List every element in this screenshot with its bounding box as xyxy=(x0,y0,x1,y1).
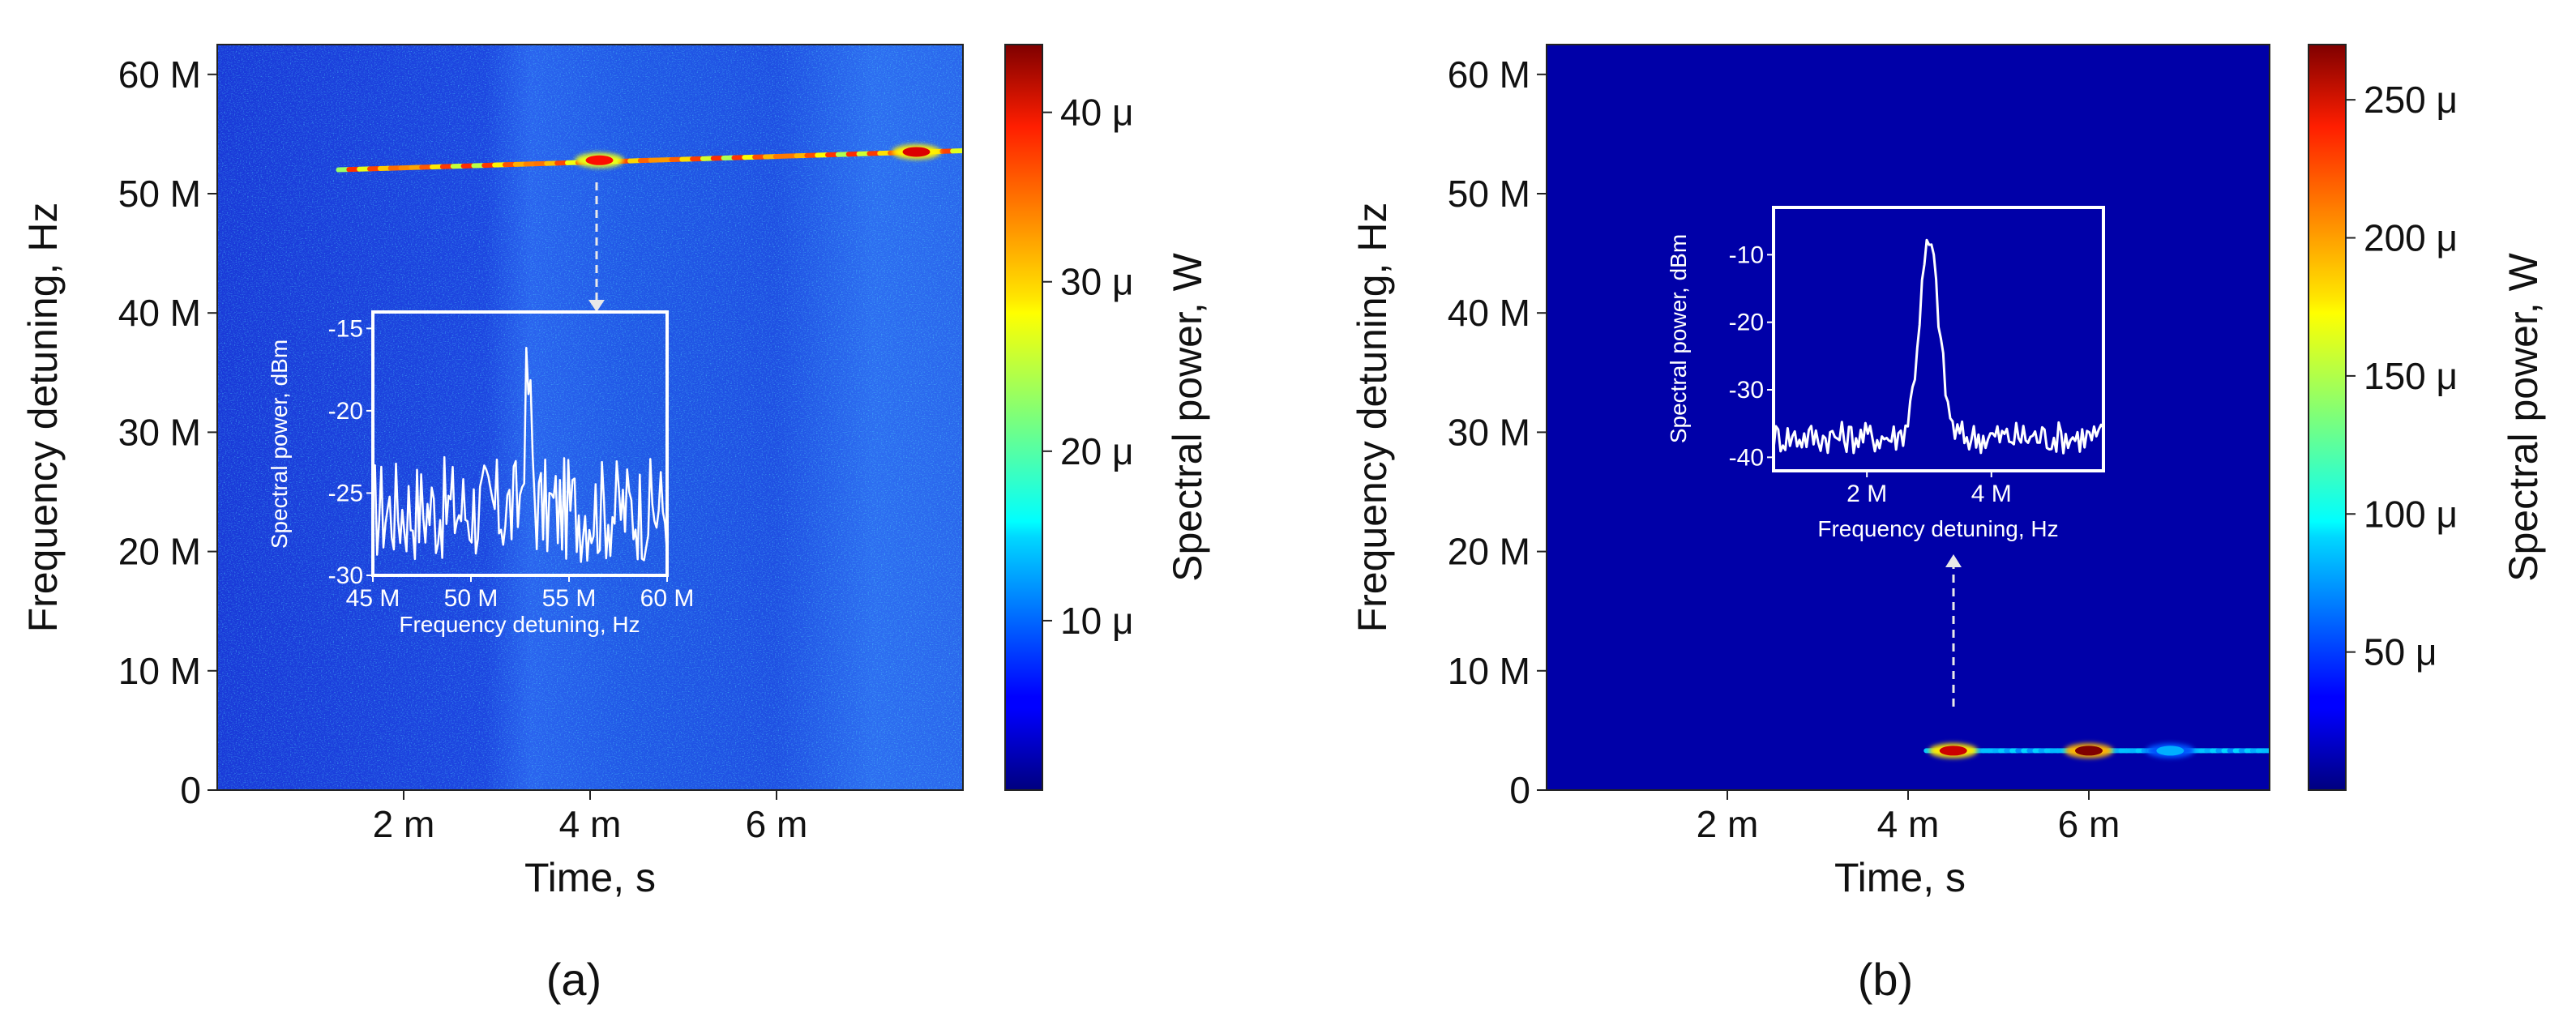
b-y-tick-label: 40 M xyxy=(1448,292,1530,334)
panel-a-colorbar xyxy=(1004,44,1043,791)
panel-a-plot xyxy=(217,45,963,790)
b-inset-y-tick-label: -10 xyxy=(1729,241,1764,268)
panel-a-features xyxy=(336,144,963,173)
b-y-tick-label: 50 M xyxy=(1448,173,1530,215)
panel-a-inset: 45 M 50 M 55 M 60 M -15 -20 -25 -30 Frequency … xyxy=(267,310,695,637)
b-colorbar-tick-label: 100 μ xyxy=(2364,493,2458,535)
a-inset-y-tick-label: -15 xyxy=(328,315,363,342)
a-inset-y-tick-label: -25 xyxy=(328,480,363,506)
a-y-tick-label: 10 M xyxy=(118,650,201,692)
panel-a-inset-ylabel: Spectral power, dBm xyxy=(267,340,292,549)
panel-b-inset-frame xyxy=(1772,206,2105,472)
a-x-tick-label: 2 m xyxy=(373,803,435,845)
b-colorbar-tick-label: 50 μ xyxy=(2364,631,2437,673)
a-colorbar-tick-label: 20 μ xyxy=(1060,430,1133,472)
panel-b-colorbar-label: Spectral power, W xyxy=(2501,252,2546,582)
panel-a: 2 m 4 m 6 m 0 10 M 20 M 30 M 40 M 50 M 60 M Time… xyxy=(20,44,1210,1005)
panel-b-inset-ylabel: Spectral power, dBm xyxy=(1666,234,1691,443)
panel-b-inset-xlabel: Frequency detuning, Hz xyxy=(1817,516,2058,541)
panel-a-arrowhead xyxy=(588,300,605,312)
panel-a-label: (a) xyxy=(546,954,601,1005)
a-x-tick-label: 6 m xyxy=(746,803,808,845)
panel-b-label: (b) xyxy=(1858,954,1913,1005)
a-colorbar-tick-label: 30 μ xyxy=(1060,261,1133,303)
panel-a-colorbar-label: Spectral power, W xyxy=(1165,252,1210,582)
a-inset-x-tick-label: 45 M xyxy=(346,585,400,612)
a-x-tick-label: 4 m xyxy=(559,803,622,845)
panel-a-colorbar-ticks: 10 μ 20 μ 30 μ 40 μ xyxy=(1042,92,1133,642)
b-colorbar-tick-label: 200 μ xyxy=(2364,217,2458,259)
b-y-tick-label: 10 M xyxy=(1448,650,1530,692)
panel-a-inset-x-ticks: 45 M 50 M 55 M 60 M xyxy=(346,575,695,612)
b-inset-x-tick-label: 2 M xyxy=(1846,481,1887,507)
panel-b-inset-y-ticks: -10 -20 -30 -40 xyxy=(1729,241,1774,471)
panel-b-y-ticks: 0 10 M 20 M 30 M 40 M 50 M 60 M xyxy=(1448,53,1547,811)
panel-a-inset-frame xyxy=(371,310,669,577)
a-hotspot xyxy=(585,155,614,165)
b-hotspot xyxy=(2075,746,2103,756)
panel-b-x-ticks: 2 m 4 m 6 m xyxy=(1697,790,2120,845)
panel-b-inset-x-ticks: 2 M 4 M xyxy=(1846,471,2012,507)
a-colorbar-tick-label: 40 μ xyxy=(1060,92,1133,134)
b-y-tick-label: 20 M xyxy=(1448,531,1530,573)
b-y-tick-label: 30 M xyxy=(1448,411,1530,453)
b-colorbar-tick-label: 250 μ xyxy=(2364,79,2458,121)
b-y-tick-label: 60 M xyxy=(1448,53,1530,96)
panel-a-xlabel: Time, s xyxy=(524,855,656,900)
b-x-tick-label: 6 m xyxy=(2058,803,2120,845)
a-y-tick-label: 30 M xyxy=(118,411,201,453)
a-y-tick-label: 0 xyxy=(180,769,201,811)
b-x-tick-label: 4 m xyxy=(1877,803,1940,845)
b-inset-y-tick-label: -20 xyxy=(1729,310,1764,336)
a-inset-y-tick-label: -20 xyxy=(328,398,363,425)
panel-a-x-ticks: 2 m 4 m 6 m xyxy=(373,790,808,845)
panel-b-colorbar xyxy=(2308,44,2347,791)
b-y-tick-label: 0 xyxy=(1509,769,1530,811)
a-inset-x-tick-label: 55 M xyxy=(542,585,597,612)
a-y-tick-label: 50 M xyxy=(118,173,201,215)
b-colorbar-tick-label: 150 μ xyxy=(2364,355,2458,397)
b-hotspot xyxy=(1939,746,1967,756)
a-y-tick-label: 20 M xyxy=(118,531,201,573)
panel-b-inset: 2 M 4 M -10 -20 -30 -40 Frequency detuning, … xyxy=(1666,206,2105,541)
panel-a-inset-xlabel: Frequency detuning, Hz xyxy=(399,612,640,637)
panel-b-xlabel: Time, s xyxy=(1834,855,1966,900)
b-x-tick-label: 2 m xyxy=(1697,803,1759,845)
b-inset-y-tick-label: -40 xyxy=(1729,444,1764,471)
panel-a-inset-y-ticks: -15 -20 -25 -30 xyxy=(328,315,373,589)
panel-b-inset-spectrum xyxy=(1772,238,2105,455)
a-hotspot xyxy=(902,147,931,157)
panel-b-arrowhead xyxy=(1945,554,1962,567)
b-inset-y-tick-label: -30 xyxy=(1729,377,1764,404)
b-hotspot xyxy=(2156,746,2184,756)
a-inset-x-tick-label: 50 M xyxy=(444,585,499,612)
a-inset-y-tick-label: -30 xyxy=(328,562,363,589)
panel-b: 2 m 4 m 6 m 0 10 M 20 M 30 M 40 M 50 M 60 M Time… xyxy=(1350,44,2546,1005)
b-inset-x-tick-label: 4 M xyxy=(1971,481,2012,507)
panel-b-ylabel: Frequency detuning, Hz xyxy=(1350,203,1395,633)
a-inset-x-tick-label: 60 M xyxy=(640,585,695,612)
a-colorbar-tick-label: 10 μ xyxy=(1060,600,1133,642)
panel-a-ylabel: Frequency detuning, Hz xyxy=(20,203,66,633)
panel-a-inset-spectrum xyxy=(371,347,669,563)
panel-b-colorbar-ticks: 50 μ 100 μ 150 μ 200 μ 250 μ xyxy=(2346,79,2458,673)
a-y-tick-label: 40 M xyxy=(118,292,201,334)
panel-a-y-ticks: 0 10 M 20 M 30 M 40 M 50 M 60 M xyxy=(118,53,217,811)
panel-b-features xyxy=(1923,743,2270,758)
a-y-tick-label: 60 M xyxy=(118,53,201,96)
